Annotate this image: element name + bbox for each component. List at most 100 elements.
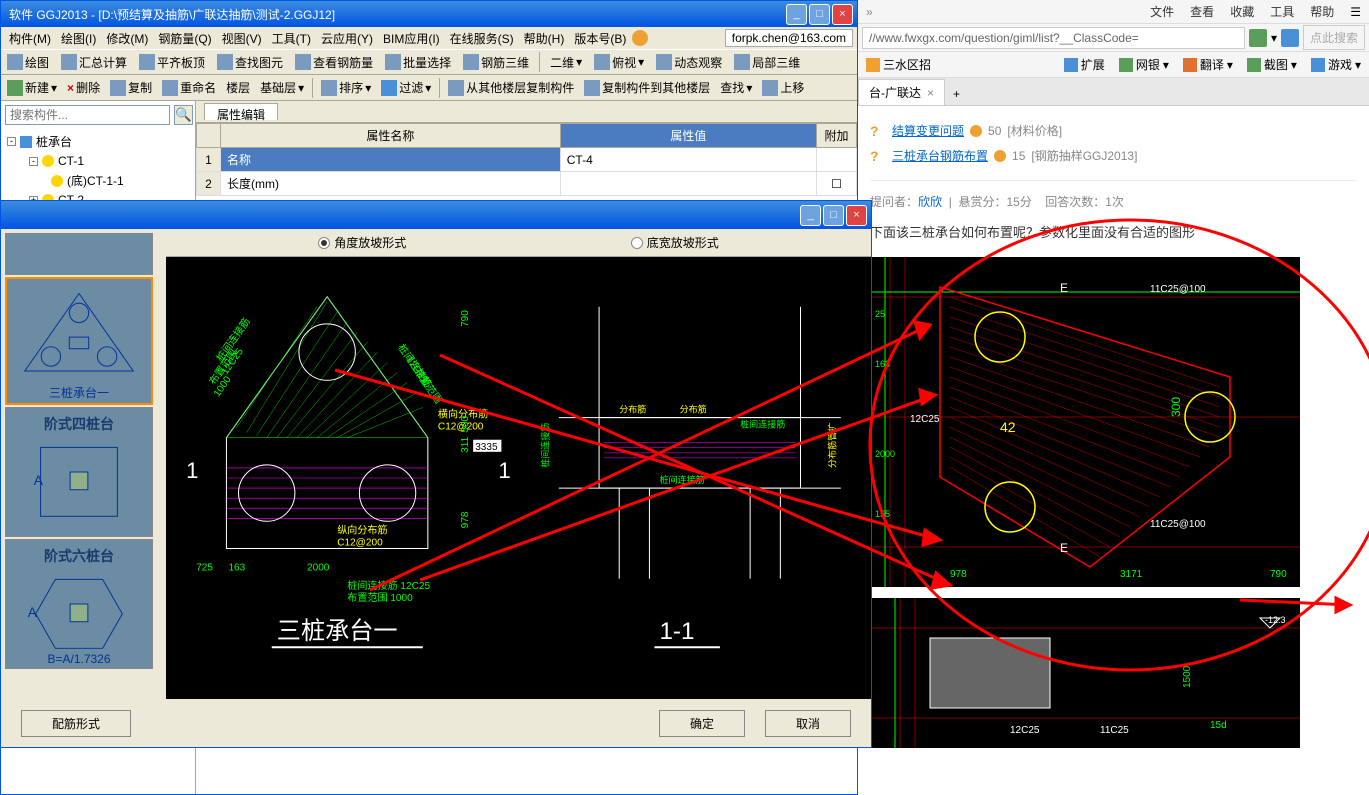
dropdown-icon[interactable]: ▾: [1271, 31, 1277, 45]
thumbnail-item[interactable]: [5, 233, 153, 275]
star-icon: [866, 58, 880, 72]
tb-draw[interactable]: 绘图: [5, 52, 51, 73]
tb-filter[interactable]: 过滤 ▾: [379, 77, 433, 98]
dlg-close-button[interactable]: ×: [846, 205, 867, 226]
tb-shot[interactable]: 截图 ▾: [1247, 56, 1297, 73]
radio-width-slope[interactable]: 底宽放坡形式: [631, 234, 719, 251]
browser-tabs: 台-广联达 × +: [858, 78, 1369, 106]
br-menu-help[interactable]: 帮助: [1310, 3, 1334, 20]
svg-text:311: 311: [460, 436, 471, 452]
browser-search-input[interactable]: 点此搜索: [1303, 25, 1365, 50]
tree-node-root[interactable]: -桩承台: [5, 131, 191, 152]
tb-sort[interactable]: 排序 ▾: [319, 77, 373, 98]
tb-bank[interactable]: 网银 ▾: [1119, 56, 1169, 73]
menu-online[interactable]: 在线服务(S): [446, 28, 518, 49]
browser-menubar: » 文件 查看 收藏 工具 帮助 ☰: [858, 0, 1369, 24]
forum-question-item[interactable]: ? 结算变更问题 50 [材料价格]: [870, 118, 1357, 143]
menu-modify[interactable]: 修改(M): [102, 28, 152, 49]
tab-close-icon[interactable]: ×: [927, 86, 934, 100]
menu-help[interactable]: 帮助(H): [520, 28, 569, 49]
url-input[interactable]: [862, 27, 1245, 49]
cancel-button[interactable]: 取消: [765, 710, 851, 737]
radio-angle-slope[interactable]: 角度放坡形式: [318, 234, 406, 251]
forum-question-item[interactable]: ? 三桩承台钢筋布置 15 [钢筋抽样GGJ2013]: [870, 143, 1357, 168]
tb-sum[interactable]: 汇总计算: [59, 52, 129, 73]
tb-3d-rebar[interactable]: 钢筋三维: [461, 52, 531, 73]
cad-drawing-view[interactable]: 桩间连接筋 12C25 布置范围 1000 桩间连接筋 12C25 布置范围 横…: [166, 257, 871, 699]
table-row[interactable]: 2 长度(mm) ☐: [197, 172, 857, 196]
tree-node-ct11[interactable]: (底)CT-1-1: [5, 170, 191, 191]
up-icon: [762, 80, 778, 96]
svg-text:2000: 2000: [875, 449, 895, 459]
menu-component[interactable]: 构件(M): [5, 28, 55, 49]
menu-draw[interactable]: 绘图(I): [57, 28, 100, 49]
tb-topview[interactable]: 俯视 ▾: [592, 52, 646, 73]
br-menu-tools[interactable]: 工具: [1270, 3, 1294, 20]
browser-tab[interactable]: 台-广联达 ×: [858, 79, 945, 105]
svg-text:1-1: 1-1: [660, 618, 695, 645]
br-menu-view[interactable]: 查看: [1190, 3, 1214, 20]
asker-link[interactable]: 欣欣: [918, 195, 942, 209]
br-menu-fav[interactable]: 收藏: [1230, 3, 1254, 20]
col-value: 属性值: [560, 124, 816, 148]
tb-local3d[interactable]: 局部三维: [732, 52, 802, 73]
tb-trans[interactable]: 翻译 ▾: [1183, 56, 1233, 73]
question-link[interactable]: 三桩承台钢筋布置: [892, 147, 988, 164]
user-email[interactable]: forpk.chen@163.com: [725, 29, 853, 47]
tree-node-ct1[interactable]: -CT-1: [5, 152, 191, 170]
search-button[interactable]: 🔍: [174, 105, 193, 125]
tb-find[interactable]: 查找 ▾: [718, 77, 754, 98]
question-link[interactable]: 结算变更问题: [892, 122, 964, 139]
tb-ext[interactable]: 扩展: [1064, 56, 1105, 73]
tb-up[interactable]: 上移: [760, 77, 806, 98]
thumbnail-item[interactable]: 阶式四桩台 A: [5, 407, 153, 537]
component-tree: -桩承台 -CT-1 (底)CT-1-1 +CT-2: [1, 129, 195, 211]
tb-floor[interactable]: 楼层: [224, 77, 252, 98]
thumbnail-item[interactable]: 阶式六桩台 A B=A/1.7326: [5, 539, 153, 669]
tb-batch[interactable]: 批量选择: [383, 52, 453, 73]
ok-button[interactable]: 确定: [659, 710, 745, 737]
tb-view-rebar[interactable]: 查看钢筋量: [293, 52, 375, 73]
menu-cloud[interactable]: 云应用(Y): [317, 28, 377, 49]
tab-properties[interactable]: 属性编辑: [204, 103, 278, 120]
svg-text:2000: 2000: [307, 563, 330, 574]
go-icon[interactable]: [1249, 29, 1267, 47]
dlg-minimize-button[interactable]: _: [800, 205, 821, 226]
new-tab-button[interactable]: +: [945, 83, 968, 105]
batch-icon: [385, 54, 401, 70]
menu-view[interactable]: 视图(V): [218, 28, 266, 49]
tb-delete[interactable]: ×删除: [65, 77, 102, 98]
menu-tools[interactable]: 工具(T): [268, 28, 315, 49]
tb-new[interactable]: 新建 ▾: [5, 77, 59, 98]
tb-orbit[interactable]: 动态观察: [654, 52, 724, 73]
gear-icon: [42, 155, 54, 167]
close-button[interactable]: ×: [832, 4, 853, 25]
tb-copyto[interactable]: 复制构件到其他楼层: [582, 77, 712, 98]
tb-find-elem[interactable]: 查找图元: [215, 52, 285, 73]
menu-overflow-icon[interactable]: ☰: [1350, 5, 1361, 19]
compat-icon[interactable]: [1281, 29, 1299, 47]
tb-base[interactable]: 基础层 ▾: [258, 77, 306, 98]
fav-item[interactable]: 三水区招: [866, 56, 931, 73]
svg-text:三桩承台一: 三桩承台一: [277, 618, 398, 645]
tb-rename[interactable]: 重命名: [160, 77, 218, 98]
dlg-maximize-button[interactable]: □: [823, 205, 844, 226]
thumbnail-selected[interactable]: 三桩承台一: [5, 277, 153, 405]
tb-copy[interactable]: 复制: [108, 77, 154, 98]
tb-game[interactable]: 游戏 ▾: [1311, 56, 1361, 73]
tb-2d[interactable]: 二维 ▾: [548, 52, 584, 73]
rebar-shape-button[interactable]: 配筋形式: [21, 710, 131, 737]
table-row[interactable]: 1 名称 CT-4: [197, 148, 857, 172]
tb-copyfrom[interactable]: 从其他楼层复制构件: [446, 77, 576, 98]
menu-bim[interactable]: BIM应用(I): [379, 28, 444, 49]
search-input[interactable]: [5, 105, 170, 125]
coin-icon: [970, 125, 982, 137]
dialog-titlebar: _ □ ×: [1, 201, 871, 229]
menu-version[interactable]: 版本号(B): [570, 28, 630, 49]
maximize-button[interactable]: □: [809, 4, 830, 25]
br-menu-file[interactable]: 文件: [1150, 3, 1174, 20]
tb-align[interactable]: 平齐板顶: [137, 52, 207, 73]
menu-rebar[interactable]: 钢筋量(Q): [154, 28, 215, 49]
minimize-button[interactable]: _: [786, 4, 807, 25]
svg-text:1: 1: [498, 458, 510, 483]
